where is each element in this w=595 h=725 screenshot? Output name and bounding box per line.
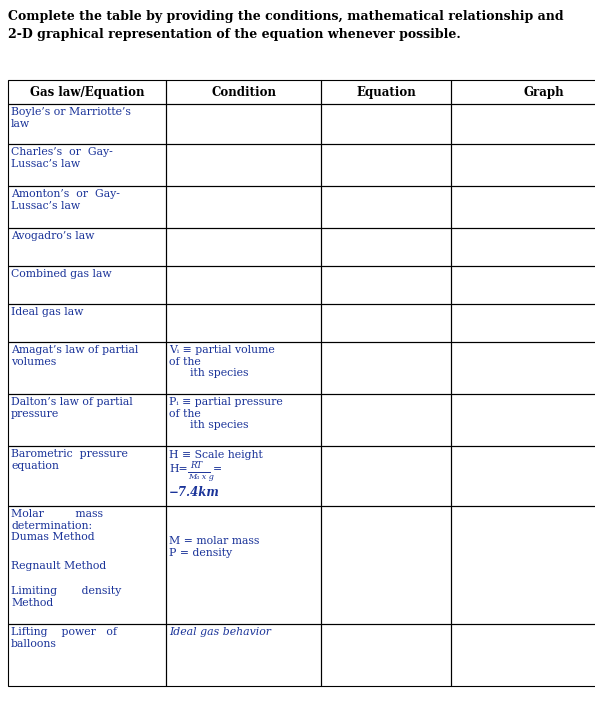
Bar xyxy=(166,228,321,266)
Bar xyxy=(166,266,321,304)
Bar xyxy=(8,394,166,446)
Bar xyxy=(451,80,595,104)
Text: Condition: Condition xyxy=(211,86,276,99)
Bar xyxy=(8,104,166,144)
Bar xyxy=(8,342,166,394)
Text: Avogadro’s law: Avogadro’s law xyxy=(11,231,95,241)
Bar xyxy=(451,394,595,446)
Bar xyxy=(451,144,595,186)
Bar xyxy=(451,304,595,342)
Bar xyxy=(451,104,595,144)
Text: =: = xyxy=(213,464,222,474)
Text: M = molar mass
P = density: M = molar mass P = density xyxy=(169,536,259,558)
Text: Boyle’s or Marriotte’s
law: Boyle’s or Marriotte’s law xyxy=(11,107,131,128)
Text: Charles’s  or  Gay-
Lussac’s law: Charles’s or Gay- Lussac’s law xyxy=(11,147,112,169)
Text: Limiting       density
Method: Limiting density Method xyxy=(11,586,121,608)
Bar xyxy=(321,228,451,266)
Bar xyxy=(166,144,321,186)
Bar xyxy=(321,342,451,394)
Bar xyxy=(8,228,166,266)
Text: Combined gas law: Combined gas law xyxy=(11,269,112,279)
Bar xyxy=(321,394,451,446)
Text: Complete the table by providing the conditions, mathematical relationship and: Complete the table by providing the cond… xyxy=(8,10,563,23)
Text: H=: H= xyxy=(169,464,187,474)
Bar xyxy=(166,186,321,228)
Text: Barometric  pressure
equation: Barometric pressure equation xyxy=(11,449,128,471)
Text: Gas law/Equation: Gas law/Equation xyxy=(30,86,144,99)
Bar xyxy=(321,446,451,506)
Text: 2-D graphical representation of the equation whenever possible.: 2-D graphical representation of the equa… xyxy=(8,28,461,41)
Bar xyxy=(8,506,166,624)
Bar xyxy=(166,506,321,624)
Text: Molar         mass
determination:
Dumas Method: Molar mass determination: Dumas Method xyxy=(11,509,103,542)
Bar xyxy=(8,304,166,342)
Text: RT: RT xyxy=(190,461,202,470)
Text: Vᵢ ≡ partial volume
of the
      ith species: Vᵢ ≡ partial volume of the ith species xyxy=(169,345,275,378)
Text: Dalton’s law of partial
pressure: Dalton’s law of partial pressure xyxy=(11,397,133,418)
Bar xyxy=(321,304,451,342)
Bar xyxy=(8,446,166,506)
Text: Pᵢ ≡ partial pressure
of the
      ith species: Pᵢ ≡ partial pressure of the ith species xyxy=(169,397,283,430)
Bar xyxy=(8,266,166,304)
Bar xyxy=(8,80,166,104)
Text: Amagat’s law of partial
volumes: Amagat’s law of partial volumes xyxy=(11,345,139,367)
Text: Amonton’s  or  Gay-
Lussac’s law: Amonton’s or Gay- Lussac’s law xyxy=(11,189,120,210)
Text: Lifting    power   of
balloons: Lifting power of balloons xyxy=(11,627,117,649)
Text: −7.4km: −7.4km xyxy=(169,486,220,499)
Bar xyxy=(166,446,321,506)
Bar xyxy=(451,342,595,394)
Bar xyxy=(321,506,451,624)
Bar xyxy=(8,186,166,228)
Bar xyxy=(451,624,595,686)
Bar xyxy=(451,228,595,266)
Bar xyxy=(166,394,321,446)
Text: Ideal gas law: Ideal gas law xyxy=(11,307,83,317)
Text: Regnault Method: Regnault Method xyxy=(11,561,107,571)
Bar xyxy=(321,266,451,304)
Bar xyxy=(451,446,595,506)
Bar xyxy=(8,624,166,686)
Bar xyxy=(451,266,595,304)
Bar xyxy=(321,144,451,186)
Bar xyxy=(166,342,321,394)
Bar xyxy=(166,304,321,342)
Bar xyxy=(321,186,451,228)
Text: Ideal gas behavior: Ideal gas behavior xyxy=(169,627,271,637)
Text: Mₐ x g: Mₐ x g xyxy=(188,473,214,481)
Bar xyxy=(166,80,321,104)
Bar xyxy=(321,104,451,144)
Bar xyxy=(166,104,321,144)
Bar xyxy=(451,186,595,228)
Bar xyxy=(321,80,451,104)
Text: Equation: Equation xyxy=(356,86,416,99)
Bar xyxy=(166,624,321,686)
Text: Graph: Graph xyxy=(523,86,564,99)
Bar xyxy=(8,144,166,186)
Text: H ≡ Scale height: H ≡ Scale height xyxy=(169,450,263,460)
Bar xyxy=(451,506,595,624)
Bar xyxy=(321,624,451,686)
